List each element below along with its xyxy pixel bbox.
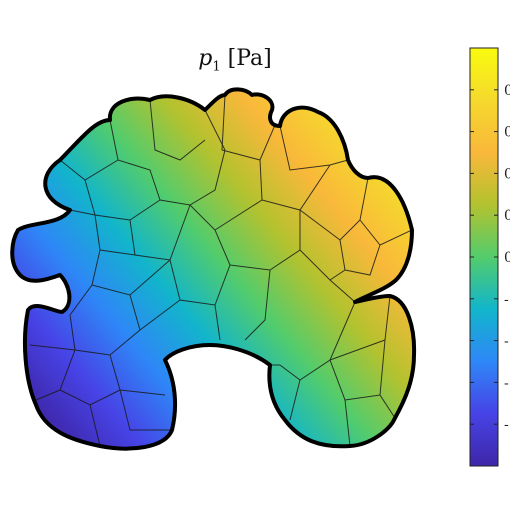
mesh-line <box>119 389 172 431</box>
title-symbol: p <box>198 46 213 71</box>
mesh-line <box>244 269 271 341</box>
mesh-line <box>109 109 226 206</box>
colorbar: 0 0 0 0 0 - - - - <box>469 47 510 467</box>
colorbar-ticks: 0 0 0 0 0 - - - - <box>470 83 510 433</box>
colorbar-tick-label: 0 <box>504 208 510 224</box>
mesh-line <box>221 94 276 161</box>
title-subscript: 1 <box>212 59 221 75</box>
title-unit: [Pa] <box>227 46 272 71</box>
mesh-line <box>129 204 191 261</box>
mesh-line <box>259 159 331 211</box>
mesh-line <box>229 210 301 271</box>
mesh-line <box>344 244 381 276</box>
colorbar-tick-label: - <box>504 417 509 433</box>
colorbar-tick-label: 0 <box>504 250 510 266</box>
colorbar-fill <box>469 47 499 467</box>
mesh-lines <box>29 94 413 447</box>
mesh-line <box>91 249 171 296</box>
mesh-line <box>84 179 161 221</box>
mesh-line <box>169 204 231 306</box>
mesh-line <box>29 344 76 351</box>
colorbar-tick-label: 0 <box>504 166 510 182</box>
mesh-line <box>89 404 101 447</box>
mesh-line <box>59 349 121 406</box>
colorbar-tick-label: - <box>504 292 509 308</box>
mesh-line <box>35 389 61 401</box>
domain-outline <box>10 87 417 451</box>
mesh-line <box>279 125 349 171</box>
pressure-field <box>12 89 415 449</box>
mesh-line <box>279 301 356 381</box>
mesh-line <box>69 209 96 216</box>
colorbar-tick-label: - <box>504 334 509 350</box>
mesh-line <box>289 379 301 421</box>
mesh-line <box>214 199 263 231</box>
mesh-line <box>299 177 369 241</box>
colorbar-tick-label: 0 <box>504 83 510 99</box>
mesh-line <box>149 99 206 161</box>
chart-title: p1 [Pa] <box>0 46 470 74</box>
mesh-line <box>329 339 386 361</box>
colorbar-tick-label: 0 <box>504 125 510 141</box>
mesh-line <box>214 304 221 341</box>
colorbar-tick-label: - <box>504 375 509 391</box>
